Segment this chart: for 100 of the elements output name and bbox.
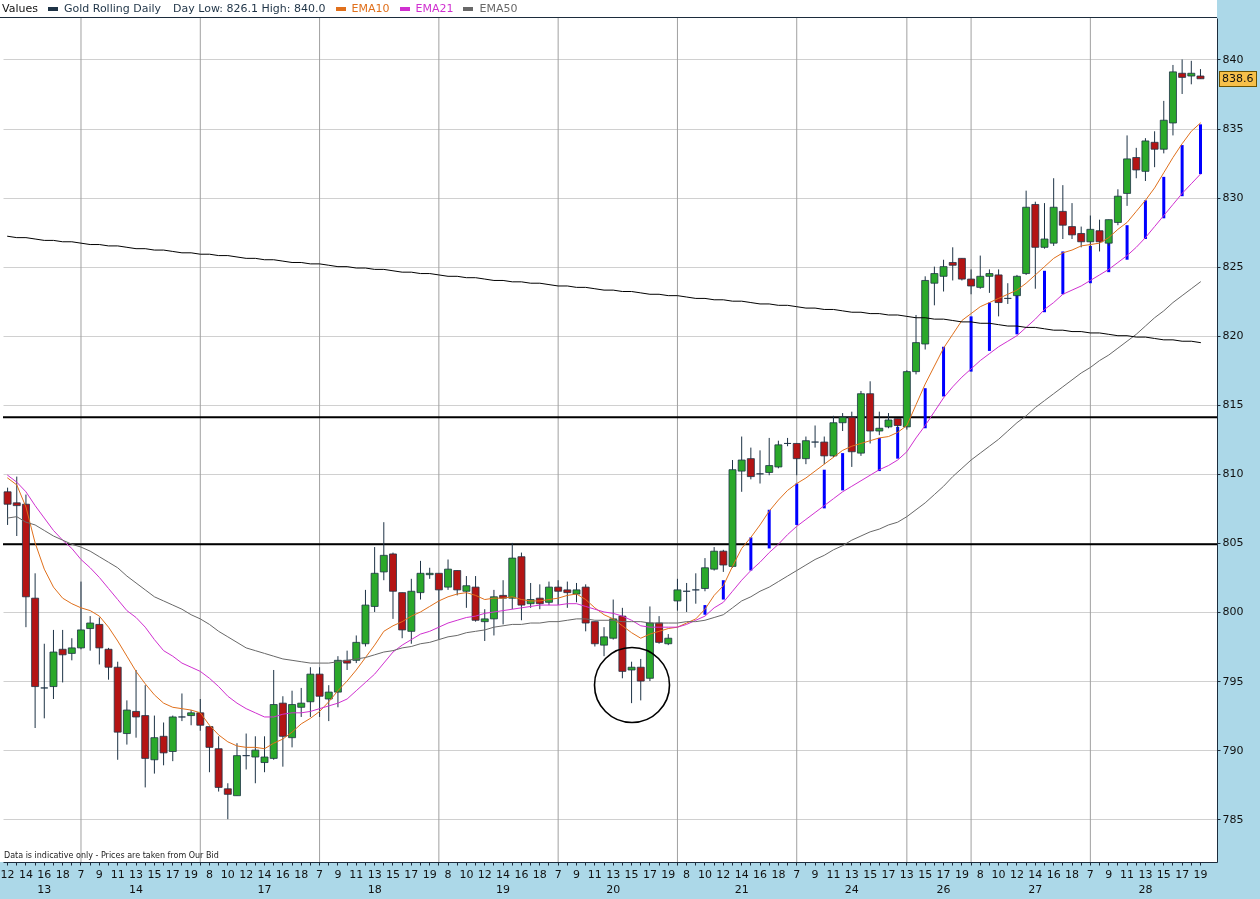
x-tick-label: 16 <box>753 867 768 881</box>
x-tick-label: 11 <box>587 867 602 881</box>
x-tick-label: 7 <box>554 867 562 881</box>
bar <box>1061 251 1065 295</box>
x-tick-label: 15 <box>624 867 639 881</box>
x-tick-label: 18 <box>294 867 309 881</box>
x-tick-label: 15 <box>918 867 933 881</box>
x-tick-label: 9 <box>1105 867 1113 881</box>
x-tick-label: 15 <box>863 867 878 881</box>
x-tick-label: 13 28 <box>1138 867 1153 896</box>
bar <box>1143 200 1147 240</box>
x-tick-label: 19 <box>184 867 199 881</box>
y-tick-label: 810 <box>1222 467 1244 481</box>
x-tick-label: 10 <box>991 867 1006 881</box>
annotation: 838.6 <box>1219 70 1257 87</box>
x-tick-label: 8 <box>683 867 691 881</box>
bar <box>1180 145 1184 197</box>
x-tick-label: 11 <box>826 867 841 881</box>
x-tick-label: 15 <box>385 867 400 881</box>
legend-label: EMA50 <box>479 2 518 15</box>
bar <box>822 469 826 509</box>
bar <box>1125 225 1129 260</box>
x-tick-label: 17 <box>642 867 657 881</box>
x-tick-label: 8 <box>205 867 213 881</box>
x-tick-label: 12 <box>239 867 254 881</box>
bar <box>841 453 845 491</box>
x-tick-label: 13 14 <box>129 867 144 896</box>
x-tick-label: 9 <box>811 867 819 881</box>
x-tick-label: 19 <box>954 867 969 881</box>
x-tick-label: 19 <box>422 867 437 881</box>
x-tick-label: 18 <box>532 867 547 881</box>
x-tick-label: 13 20 <box>606 867 621 896</box>
x-tick-label: 17 <box>165 867 180 881</box>
text: Day Low: 826.1 High: 840.0 <box>173 2 326 15</box>
y-tick-label: 815 <box>1222 398 1244 412</box>
bar <box>987 302 991 351</box>
x-tick-label: 15 <box>1156 867 1171 881</box>
y-tick-label: 825 <box>1222 260 1244 274</box>
x-tick-label: 18 <box>55 867 70 881</box>
bar <box>749 537 753 571</box>
x-tick-label: 7 <box>793 867 801 881</box>
legend-label: EMA21 <box>415 2 454 15</box>
x-tick-label: 12 <box>0 867 15 881</box>
bar <box>969 316 973 372</box>
y-tick-label: 820 <box>1222 329 1244 343</box>
x-tick-label: 19 <box>1193 867 1208 881</box>
x-tick-label: 15 <box>147 867 162 881</box>
y-tick-label: 800 <box>1222 605 1244 619</box>
bar <box>1162 176 1166 219</box>
x-tick-label: 14 17 <box>257 867 272 896</box>
candlestick <box>205 726 214 773</box>
x-tick-label: 11 <box>110 867 125 881</box>
x-tick-label: 7 <box>77 867 85 881</box>
x-tick-label: 9 <box>95 867 103 881</box>
x-tick-label: 10 <box>697 867 712 881</box>
x-tick-label: 17 <box>404 867 419 881</box>
y-tick-label: 805 <box>1222 536 1244 550</box>
x-tick-label: 17 <box>881 867 896 881</box>
x-tick-label: 9 <box>334 867 342 881</box>
x-tick-label: 19 <box>661 867 676 881</box>
candlestick <box>691 572 700 605</box>
x-tick-label: 18 <box>771 867 786 881</box>
x-tick-label: 7 <box>1086 867 1094 881</box>
x-tick-label: 13 24 <box>844 867 859 896</box>
x-tick-label: 14 19 <box>496 867 511 896</box>
line-series <box>7 235 1201 344</box>
x-tick-label: 10 <box>459 867 474 881</box>
x-tick-label: 16 <box>1046 867 1061 881</box>
x-tick-label: 16 <box>275 867 290 881</box>
x-tick-label: 16 <box>514 867 529 881</box>
x-tick-label: 17 <box>1175 867 1190 881</box>
bar <box>795 483 799 525</box>
annotation: Data is indicative only - Prices are taken from Our Bid <box>4 851 219 860</box>
bar <box>923 388 927 429</box>
x-tick-label: 18 <box>1065 867 1080 881</box>
x-tick-label: 17 26 <box>936 867 951 896</box>
legend-label: Gold Rolling Daily <box>63 2 162 15</box>
bar <box>1198 124 1202 175</box>
candlestick <box>40 643 49 719</box>
x-tick-label: 9 <box>573 867 581 881</box>
bar <box>877 437 881 472</box>
y-tick-label: 785 <box>1222 812 1244 826</box>
x-tick-label: 12 <box>716 867 731 881</box>
x-tick-label: 14 <box>18 867 33 881</box>
y-tick-label: 790 <box>1222 743 1244 757</box>
y-tick-label: 830 <box>1222 191 1244 205</box>
x-tick-label: 14 21 <box>734 867 749 896</box>
y-tick-label: 795 <box>1222 674 1244 688</box>
x-tick-label: 13 <box>899 867 914 881</box>
line-series <box>7 281 1201 664</box>
x-tick-label: 13 18 <box>367 867 382 896</box>
y-tick-label: 835 <box>1222 122 1244 136</box>
x-tick-label: 12 <box>477 867 492 881</box>
x-tick-label: 8 <box>976 867 984 881</box>
x-tick-label: 7 <box>316 867 324 881</box>
x-tick-label: 14 27 <box>1028 867 1043 896</box>
legend-title: Values <box>2 2 38 15</box>
x-tick-label: 8 <box>444 867 452 881</box>
bar <box>767 509 771 549</box>
x-tick-label: 16 13 <box>37 867 52 896</box>
